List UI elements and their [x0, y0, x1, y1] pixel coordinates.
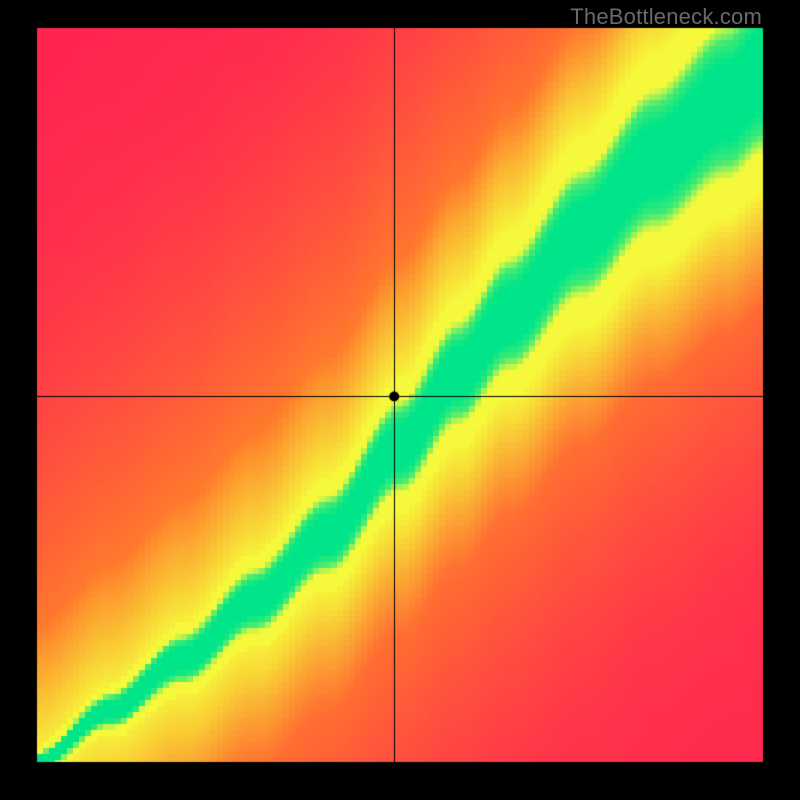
watermark-text: TheBottleneck.com: [570, 4, 762, 30]
chart-container: TheBottleneck.com: [0, 0, 800, 800]
heatmap-canvas: [0, 0, 800, 800]
